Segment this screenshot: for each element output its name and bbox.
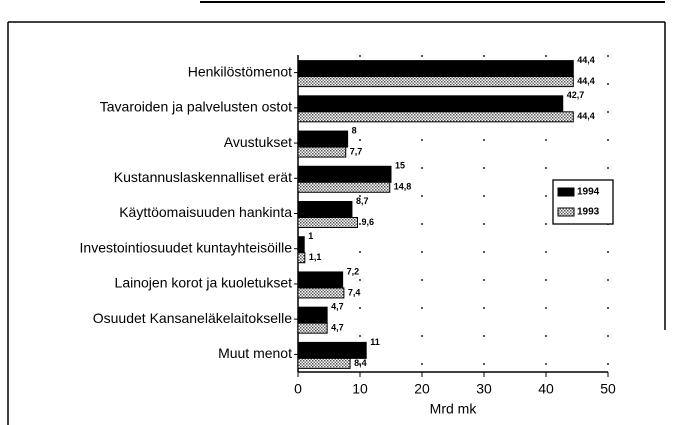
x-tick-label: 20 — [414, 381, 430, 397]
bar — [297, 111, 574, 123]
value-label: 8,7 — [356, 196, 369, 206]
bar — [297, 236, 305, 254]
bar — [297, 181, 391, 193]
bar — [297, 146, 347, 158]
bar — [297, 130, 349, 148]
y-tick-label: Lainojen korot ja kuoletukset — [115, 275, 293, 291]
value-label: 44,4 — [577, 111, 595, 121]
value-label: 1,1 — [309, 252, 322, 262]
value-label: 9,6 — [362, 217, 375, 227]
x-tick-label: 40 — [538, 381, 554, 397]
value-label: 14,8 — [394, 182, 412, 192]
bar — [297, 306, 328, 324]
x-tick-label: 0 — [294, 381, 302, 397]
y-tick-label: Avustukset — [224, 134, 292, 150]
bar — [297, 165, 392, 183]
legend-swatch — [557, 207, 575, 217]
bar — [297, 357, 351, 369]
bar — [297, 217, 359, 228]
y-tick-label: Muut menot — [218, 345, 292, 361]
x-tick-label: 50 — [600, 381, 616, 397]
value-label: 7,2 — [347, 266, 360, 276]
y-tick-label: Käyttöomaisuuden hankinta — [119, 204, 292, 220]
bar — [297, 252, 306, 264]
legend-swatch — [557, 187, 575, 197]
value-label: 15 — [395, 161, 405, 171]
value-label: 1 — [308, 231, 313, 241]
value-label: 42,7 — [567, 90, 585, 100]
y-tick-label: Osuudet Kansaneläkelaitokselle — [93, 310, 292, 326]
bar — [297, 76, 574, 88]
value-label: 44,4 — [577, 76, 595, 86]
value-label: 8,4 — [354, 358, 367, 368]
bar — [297, 271, 344, 289]
value-label: 7,7 — [350, 146, 363, 156]
value-label: 4,7 — [331, 302, 344, 312]
bar — [297, 201, 353, 218]
value-label: 11 — [370, 337, 380, 347]
bar — [297, 95, 564, 113]
y-tick-label: Henkilöstömenot — [188, 63, 292, 79]
value-label: 8 — [352, 125, 357, 135]
bar — [297, 341, 367, 359]
y-tick-label: Kustannuslaskennalliset erät — [114, 169, 292, 185]
value-label: 7,4 — [348, 287, 361, 297]
value-label: 4,7 — [331, 323, 344, 333]
value-label: 44,4 — [577, 55, 595, 65]
legend-label: 1994 — [577, 187, 600, 198]
bar — [297, 287, 345, 299]
x-tick-label: 10 — [352, 381, 368, 397]
y-tick-label: Investointiosuudet kuntayhteisöille — [80, 239, 293, 255]
x-tick-label: 30 — [476, 381, 492, 397]
legend-box — [552, 179, 614, 225]
y-tick-label: Tavaroiden ja palvelusten ostot — [100, 99, 292, 115]
legend-label: 1993 — [577, 207, 600, 218]
x-axis-label: Mrd mk — [430, 401, 478, 417]
bar — [297, 322, 328, 334]
bar — [297, 60, 574, 78]
